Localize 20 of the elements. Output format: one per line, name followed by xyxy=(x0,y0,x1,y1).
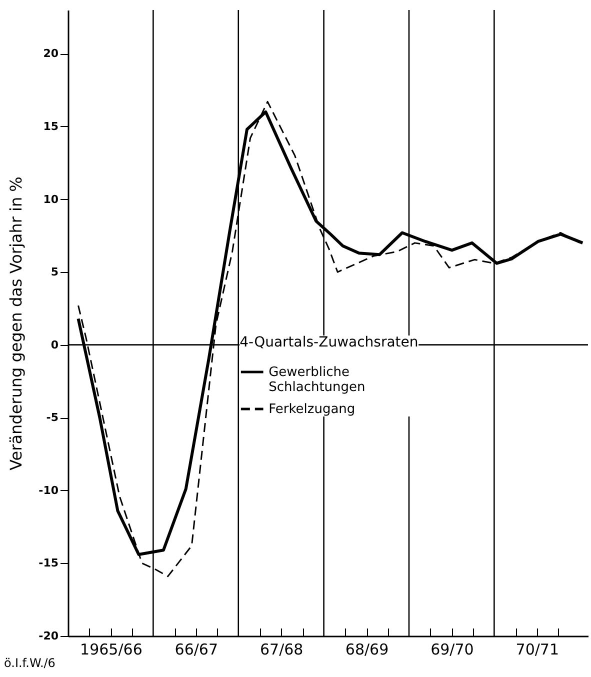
legend-label: Ferkelzugang xyxy=(268,402,356,418)
y-tick-label: -10 xyxy=(38,484,59,497)
y-tick-label: -15 xyxy=(38,556,58,570)
x-tick-label: 1965/66 xyxy=(80,640,142,658)
text: ö.I.f.W./6 xyxy=(4,656,56,670)
x-tick-label: 68/69 xyxy=(345,640,389,658)
legend-title: 4-Quartals-Zuwachsraten xyxy=(240,334,418,351)
y-tick-label: 10 xyxy=(43,192,59,206)
x-tick-label: 69/70 xyxy=(430,640,474,658)
y-tick-label: -5 xyxy=(46,411,58,424)
y-tick-label: 0 xyxy=(50,338,59,352)
x-tick-label: 67/68 xyxy=(260,640,304,658)
y-tick-label: 15 xyxy=(43,120,58,133)
x-tick-label: 70/71 xyxy=(516,640,560,658)
y-tick-label: 5 xyxy=(50,266,58,279)
y-tick-label: 20 xyxy=(43,47,59,60)
y-tick-label: -20 xyxy=(38,630,59,642)
legend-label: Gewerbliche Schlachtungen xyxy=(268,365,366,396)
y-axis-title: Veränderung gegen das Vorjahr in % xyxy=(6,176,26,470)
x-tick-label: 66/67 xyxy=(174,640,218,658)
